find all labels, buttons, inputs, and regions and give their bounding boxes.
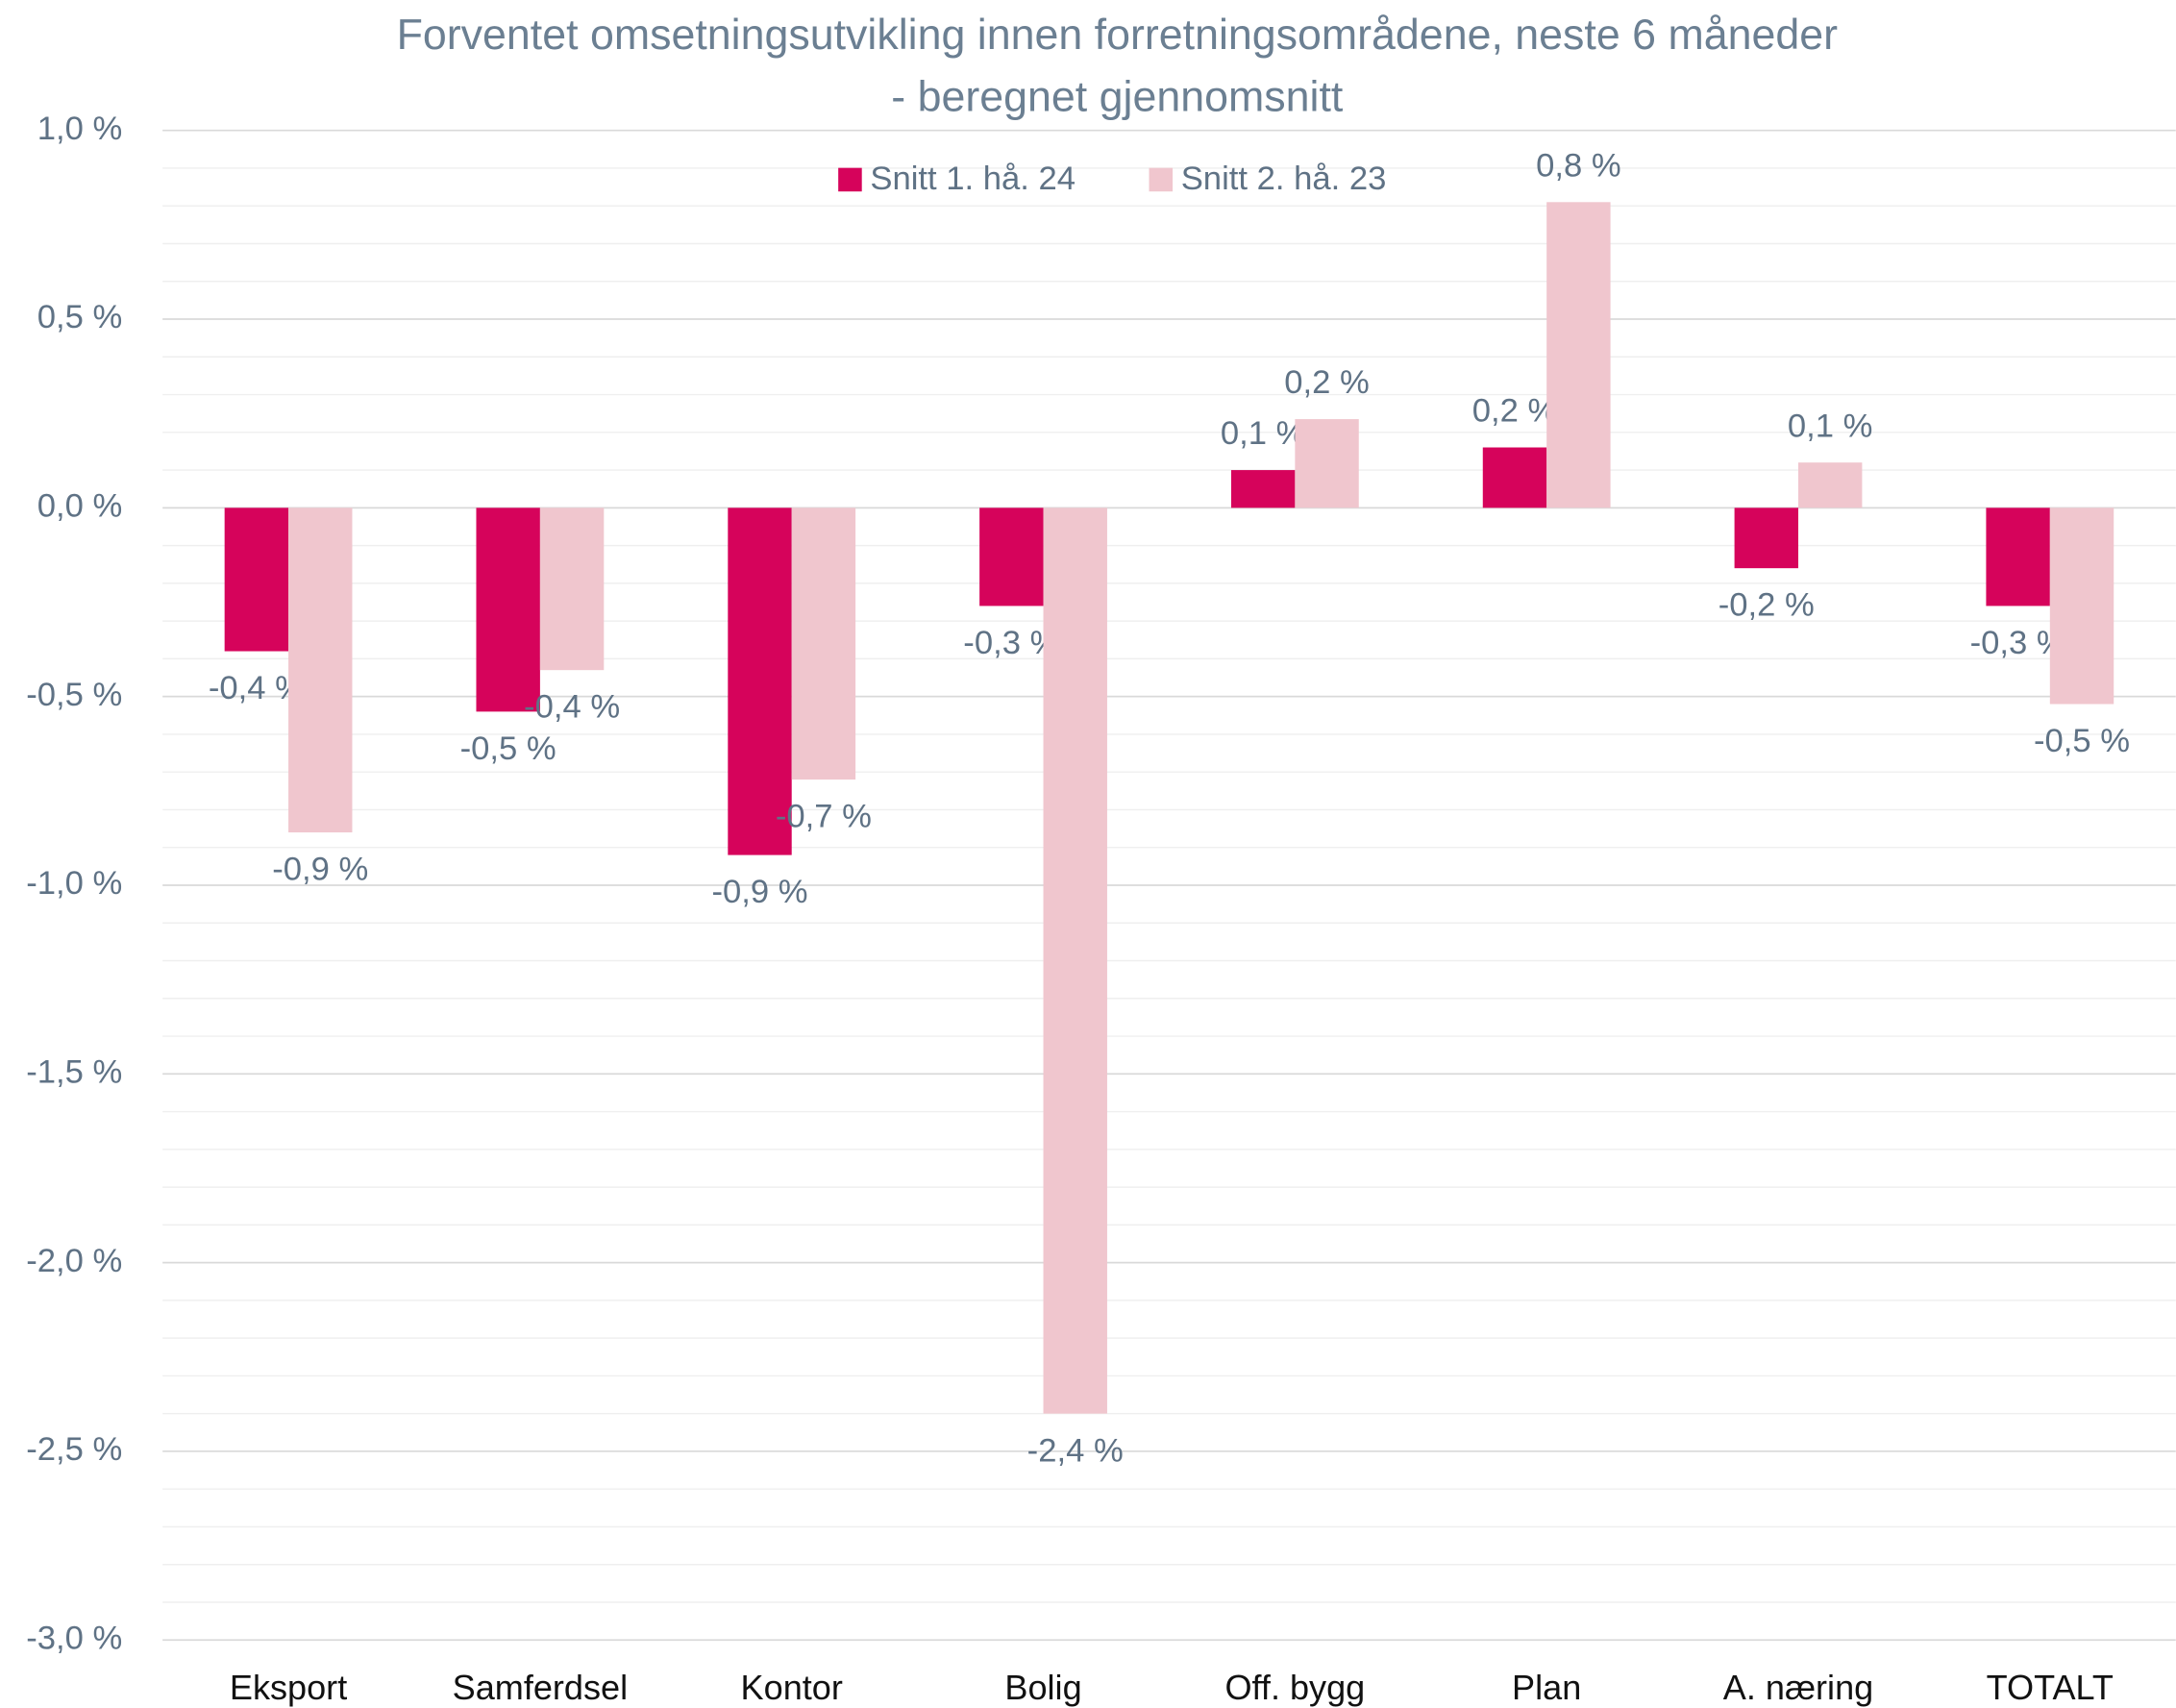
x-tick-label: Samferdsel xyxy=(453,1668,628,1707)
bar xyxy=(1295,419,1359,508)
bar xyxy=(224,507,289,652)
bar xyxy=(1986,507,2050,606)
value-label: 0,2 % xyxy=(1472,393,1558,430)
legend-swatch xyxy=(1149,167,1174,192)
value-label: -0,5 % xyxy=(460,730,556,767)
y-tick-label: -1,0 % xyxy=(26,865,122,902)
legend-swatch xyxy=(838,167,862,192)
x-tick-label: Bolig xyxy=(1004,1668,1081,1707)
bar xyxy=(288,507,353,833)
y-tick-label: -0,5 % xyxy=(26,677,122,713)
y-tick-label: -1,5 % xyxy=(26,1053,122,1090)
legend-label: Snitt 2. hå. 23 xyxy=(1181,161,1387,197)
x-tick-label: Eksport xyxy=(230,1668,347,1707)
y-tick-label: -3,0 % xyxy=(26,1620,122,1656)
x-tick-label: A. næring xyxy=(1723,1668,1873,1707)
value-label: 0,1 % xyxy=(1788,408,1873,444)
bar xyxy=(791,507,856,780)
x-tick-label: Off. bygg xyxy=(1224,1668,1365,1707)
bar xyxy=(1482,447,1547,508)
value-label: -0,9 % xyxy=(272,852,368,888)
y-tick-label: -2,0 % xyxy=(26,1243,122,1279)
y-tick-label: 0,0 % xyxy=(37,487,123,524)
bar xyxy=(1546,202,1611,508)
bar xyxy=(1043,507,1107,1414)
y-tick-label: 0,5 % xyxy=(37,299,123,335)
bar xyxy=(539,507,605,671)
value-label: 0,8 % xyxy=(1536,147,1621,184)
value-label: -0,9 % xyxy=(711,874,807,910)
x-tick-label: Plan xyxy=(1512,1668,1581,1707)
bar xyxy=(979,507,1044,606)
bar xyxy=(1230,470,1296,508)
value-label: -0,5 % xyxy=(2034,723,2130,759)
bar xyxy=(2049,507,2114,705)
legend-label: Snitt 1. hå. 24 xyxy=(870,161,1076,197)
value-label: -0,7 % xyxy=(776,799,872,835)
bar xyxy=(1798,462,1863,508)
chart-title: - beregnet gjennomsnitt xyxy=(891,73,1344,121)
value-label: 0,1 % xyxy=(1221,415,1306,452)
value-label: 0,2 % xyxy=(1284,364,1370,401)
bar xyxy=(1734,507,1799,569)
y-tick-label: 1,0 % xyxy=(37,111,123,147)
value-label: -0,2 % xyxy=(1719,587,1815,624)
value-label: -0,4 % xyxy=(524,689,620,726)
bar xyxy=(728,507,792,855)
chart-title: Forventet omsetningsutvikling innen forr… xyxy=(397,11,1839,59)
value-label: -2,4 % xyxy=(1027,1432,1124,1469)
x-tick-label: Kontor xyxy=(741,1668,843,1707)
x-tick-label: TOTALT xyxy=(1987,1668,2114,1707)
bar xyxy=(476,507,540,712)
y-tick-label: -2,5 % xyxy=(26,1431,122,1468)
